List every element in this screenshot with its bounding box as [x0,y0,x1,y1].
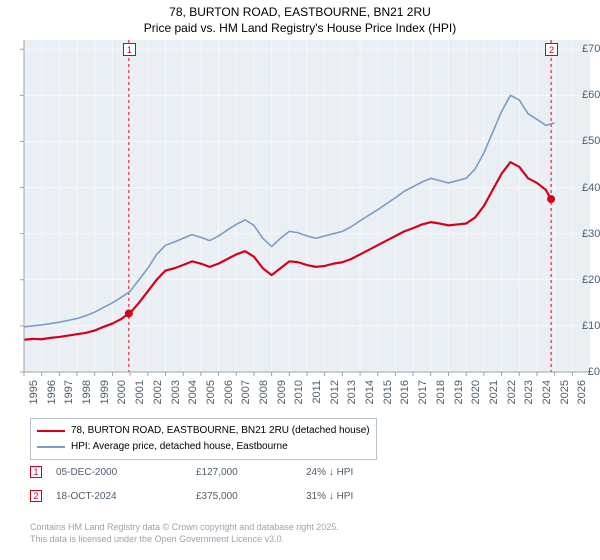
y-tick-label: £100K [582,320,600,332]
x-tick-label: 2009 [276,380,288,404]
x-tick-label: 2024 [541,380,553,404]
x-tick-label: 2000 [116,380,128,404]
x-tick-label: 2012 [329,380,341,404]
x-tick-label: 1998 [81,380,93,404]
x-tick-label: 2008 [258,380,270,404]
y-tick-label: £600K [582,89,600,101]
legend-swatch [37,430,65,432]
sale-row-marker: 1 [30,466,42,478]
sale-marker-1: 1 [123,43,136,56]
x-tick-label: 1996 [46,380,58,404]
x-tick-label: 1999 [99,380,111,404]
chart-container: { "title_line1": "78, BURTON ROAD, EASTB… [0,0,600,560]
legend-label: 78, BURTON ROAD, EASTBOURNE, BN21 2RU (d… [71,423,370,439]
y-tick-label: £0 [582,366,600,378]
x-tick-label: 2019 [453,380,465,404]
y-tick-label: £400K [582,182,600,194]
sale-hpi-delta: 24% ↓ HPI [306,467,353,478]
sale-price: £127,000 [196,467,306,478]
y-tick-label: £200K [582,274,600,286]
x-tick-label: 2001 [134,380,146,404]
legend-label: HPI: Average price, detached house, East… [71,439,288,455]
sale-price: £375,000 [196,491,306,502]
footer-line-2: This data is licensed under the Open Gov… [30,534,339,546]
sale-row-marker: 2 [30,490,42,502]
x-tick-label: 2018 [435,380,447,404]
y-tick-label: £500K [582,135,600,147]
x-tick-label: 2025 [559,380,571,404]
sale-data-row: 2 18-OCT-2024£375,00031% ↓ HPI [30,490,353,502]
legend-entry: 78, BURTON ROAD, EASTBOURNE, BN21 2RU (d… [37,423,370,439]
x-tick-label: 2016 [399,380,411,404]
x-tick-label: 2014 [364,380,376,404]
x-tick-label: 2022 [506,380,518,404]
x-tick-label: 2013 [346,380,358,404]
x-tick-label: 2004 [187,380,199,404]
x-tick-label: 1995 [28,380,40,404]
sale-date: 05-DEC-2000 [56,467,196,478]
x-tick-label: 2011 [311,380,323,404]
x-tick-label: 2021 [488,380,500,404]
x-tick-label: 2005 [205,380,217,404]
x-tick-label: 2007 [240,380,252,404]
legend: 78, BURTON ROAD, EASTBOURNE, BN21 2RU (d… [30,418,377,460]
x-tick-label: 2020 [470,380,482,404]
x-tick-label: 2023 [523,380,535,404]
x-tick-label: 2002 [152,380,164,404]
x-tick-label: 2010 [293,380,305,404]
sale-date: 18-OCT-2024 [56,491,196,502]
y-tick-label: £300K [582,228,600,240]
sale-marker-2: 2 [545,43,558,56]
x-tick-label: 2006 [223,380,235,404]
footer-line-1: Contains HM Land Registry data © Crown c… [30,522,339,534]
sale-hpi-delta: 31% ↓ HPI [306,491,353,502]
sale-data-row: 1 05-DEC-2000£127,00024% ↓ HPI [30,466,353,478]
y-tick-label: £700K [582,43,600,55]
x-tick-label: 2015 [382,380,394,404]
attribution-footer: Contains HM Land Registry data © Crown c… [30,522,339,545]
x-tick-label: 2017 [417,380,429,404]
x-tick-label: 1997 [63,380,75,404]
x-tick-label: 2026 [576,380,588,404]
legend-entry: HPI: Average price, detached house, East… [37,439,370,455]
x-tick-label: 2003 [170,380,182,404]
legend-swatch [37,446,65,448]
